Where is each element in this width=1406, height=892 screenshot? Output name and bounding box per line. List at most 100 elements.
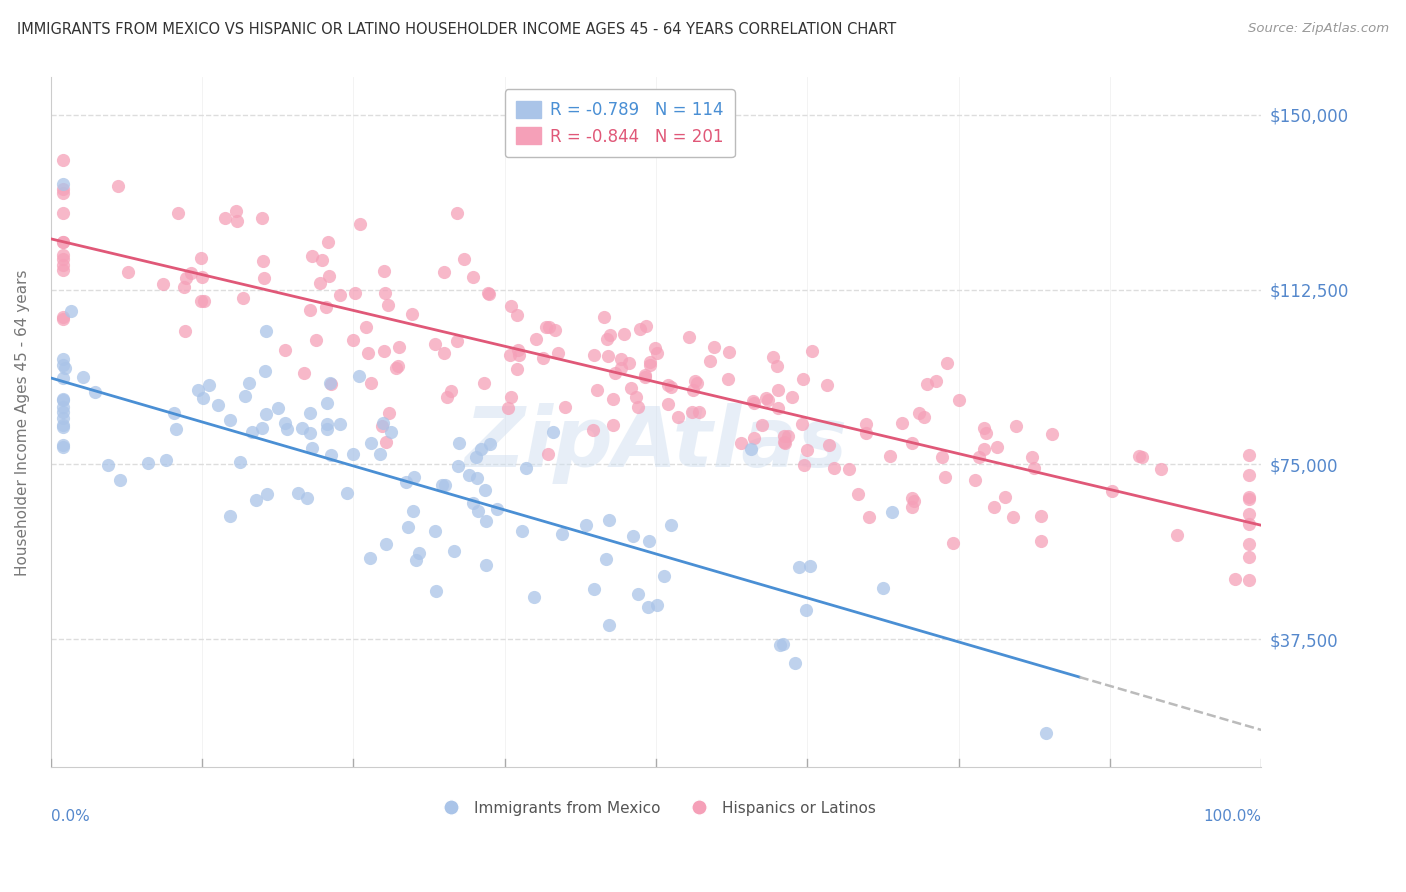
Point bbox=[986, 440, 1008, 454]
Point bbox=[342, 333, 364, 347]
Point bbox=[645, 346, 668, 360]
Point bbox=[1237, 550, 1260, 565]
Point bbox=[638, 358, 661, 372]
Point bbox=[53, 361, 76, 376]
Point bbox=[1005, 419, 1028, 434]
Point bbox=[659, 380, 682, 394]
Point bbox=[52, 252, 75, 266]
Point bbox=[638, 534, 661, 549]
Point bbox=[1024, 460, 1046, 475]
Point bbox=[1237, 468, 1260, 483]
Point bbox=[238, 376, 260, 390]
Point bbox=[583, 348, 606, 362]
Point bbox=[681, 405, 703, 419]
Point bbox=[434, 477, 457, 491]
Point bbox=[425, 584, 447, 599]
Point bbox=[152, 277, 174, 292]
Point bbox=[165, 422, 187, 436]
Point bbox=[766, 383, 789, 397]
Point bbox=[267, 401, 290, 416]
Point bbox=[250, 211, 273, 225]
Point bbox=[586, 384, 609, 398]
Point bbox=[163, 407, 186, 421]
Point bbox=[838, 462, 860, 476]
Point bbox=[908, 406, 931, 420]
Point bbox=[52, 206, 75, 220]
Point bbox=[256, 487, 278, 501]
Point bbox=[449, 436, 471, 450]
Point bbox=[582, 423, 605, 437]
Point bbox=[108, 473, 131, 487]
Point bbox=[457, 468, 479, 483]
Point bbox=[755, 392, 778, 406]
Point bbox=[167, 206, 190, 220]
Text: IMMIGRANTS FROM MEXICO VS HISPANIC OR LATINO HOUSEHOLDER INCOME AGES 45 - 64 YEA: IMMIGRANTS FROM MEXICO VS HISPANIC OR LA… bbox=[17, 22, 896, 37]
Point bbox=[900, 435, 922, 450]
Point bbox=[901, 491, 924, 506]
Point bbox=[613, 327, 636, 342]
Point bbox=[328, 288, 350, 302]
Point bbox=[855, 417, 877, 431]
Point bbox=[343, 286, 366, 301]
Point bbox=[872, 582, 894, 596]
Point bbox=[443, 544, 465, 558]
Point bbox=[52, 392, 75, 407]
Point bbox=[575, 517, 598, 532]
Point bbox=[180, 266, 202, 280]
Point bbox=[316, 235, 339, 250]
Point bbox=[190, 251, 212, 265]
Point bbox=[191, 392, 214, 406]
Point bbox=[401, 308, 423, 322]
Point bbox=[291, 421, 314, 435]
Point bbox=[173, 324, 195, 338]
Point bbox=[52, 437, 75, 451]
Point bbox=[52, 440, 75, 454]
Point bbox=[773, 429, 796, 443]
Point bbox=[1237, 448, 1260, 462]
Point bbox=[595, 332, 617, 346]
Y-axis label: Householder Income Ages 45 - 64 years: Householder Income Ages 45 - 64 years bbox=[15, 269, 30, 575]
Point bbox=[299, 302, 322, 317]
Point bbox=[1130, 450, 1153, 465]
Point bbox=[52, 371, 75, 385]
Point bbox=[52, 419, 75, 434]
Point bbox=[602, 392, 624, 406]
Point bbox=[773, 435, 796, 450]
Point bbox=[879, 449, 901, 463]
Point bbox=[425, 524, 447, 539]
Point bbox=[319, 377, 342, 392]
Point bbox=[599, 328, 621, 343]
Point bbox=[233, 389, 256, 403]
Point bbox=[598, 617, 620, 632]
Point bbox=[301, 441, 323, 455]
Point bbox=[385, 360, 408, 375]
Point bbox=[472, 376, 495, 391]
Point bbox=[688, 405, 710, 419]
Point bbox=[1237, 517, 1260, 532]
Point bbox=[84, 385, 107, 400]
Point bbox=[768, 401, 790, 415]
Point bbox=[508, 348, 530, 362]
Point bbox=[717, 372, 740, 386]
Point bbox=[240, 425, 263, 439]
Point bbox=[817, 438, 839, 452]
Point bbox=[657, 377, 679, 392]
Point bbox=[52, 186, 75, 201]
Point bbox=[52, 351, 75, 366]
Point bbox=[433, 345, 456, 359]
Point bbox=[433, 265, 456, 279]
Point bbox=[1237, 537, 1260, 551]
Point bbox=[395, 475, 418, 490]
Point bbox=[396, 520, 419, 534]
Point bbox=[440, 384, 463, 398]
Point bbox=[336, 486, 359, 500]
Point bbox=[931, 450, 953, 464]
Point bbox=[318, 269, 340, 284]
Point bbox=[477, 286, 499, 301]
Point bbox=[52, 182, 75, 196]
Point bbox=[551, 527, 574, 541]
Point bbox=[52, 262, 75, 277]
Point bbox=[173, 279, 195, 293]
Point bbox=[973, 421, 995, 435]
Point bbox=[245, 492, 267, 507]
